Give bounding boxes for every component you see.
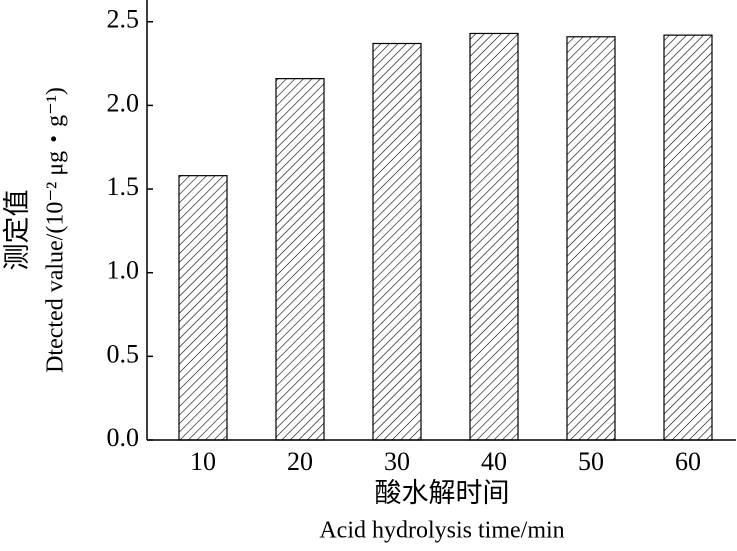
x-tick-label: 50 (578, 447, 604, 476)
bar (663, 34, 713, 441)
bar (178, 175, 228, 441)
bar (372, 42, 422, 441)
y-axis-label: 测定值 (2, 190, 32, 271)
x-tick-label: 30 (384, 447, 410, 476)
x-tick-label: 60 (675, 447, 701, 476)
y-tick-label: 1.0 (107, 256, 140, 285)
y-tick-label: 2.5 (107, 5, 140, 34)
x-axis-label: 酸水解时间 (375, 478, 510, 508)
y-tick-label: 1.5 (107, 172, 140, 201)
x-axis-label: Acid hydrolysis time/min (319, 518, 564, 544)
bar (566, 36, 616, 441)
y-tick-label: 0.5 (107, 339, 140, 368)
y-tick-label: 2.0 (107, 88, 140, 117)
bar (275, 78, 325, 441)
y-axis-label: Dtected value/(10⁻² μg・g⁻¹) (43, 87, 69, 373)
y-tick-label: 0.0 (107, 423, 140, 452)
x-tick-label: 20 (287, 447, 313, 476)
x-tick-label: 40 (481, 447, 507, 476)
x-tick-label: 10 (190, 447, 216, 476)
bar (469, 32, 519, 441)
